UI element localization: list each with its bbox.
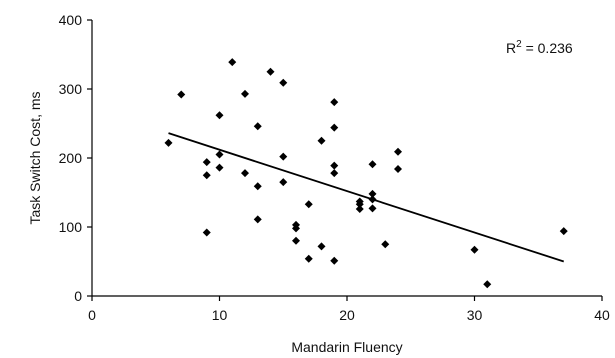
x-tick-label: 0 xyxy=(88,307,96,323)
data-point xyxy=(355,205,364,214)
r-squared-prefix: R xyxy=(506,40,516,56)
data-point xyxy=(368,204,377,213)
data-point xyxy=(279,152,288,161)
data-point xyxy=(304,254,313,263)
data-point xyxy=(279,78,288,87)
x-tick-label: 20 xyxy=(339,307,355,323)
data-point xyxy=(292,236,300,245)
data-point xyxy=(470,245,479,254)
data-point xyxy=(253,122,262,131)
data-point xyxy=(483,280,492,289)
y-tick-label: 300 xyxy=(59,81,83,97)
data-point xyxy=(381,240,390,249)
data-point xyxy=(355,200,364,209)
x-axis: 0 10 20 30 40 xyxy=(88,295,610,323)
data-point xyxy=(292,224,300,233)
data-point xyxy=(241,89,249,98)
y-tick-label: 400 xyxy=(59,12,83,28)
data-point xyxy=(559,227,568,236)
r-squared-value: = 0.236 xyxy=(522,40,573,56)
data-point xyxy=(202,158,211,167)
data-point xyxy=(177,90,186,99)
data-point xyxy=(330,256,339,265)
x-axis-title: Mandarin Fluency xyxy=(291,339,402,355)
data-point xyxy=(253,182,262,191)
data-point xyxy=(253,215,262,224)
y-axis: 0 100 200 300 400 xyxy=(59,12,93,304)
data-point xyxy=(228,58,237,67)
y-tick-label: 100 xyxy=(59,219,83,235)
data-point xyxy=(330,169,339,178)
data-point xyxy=(241,169,249,178)
r-squared-annotation: R2 = 0.236 xyxy=(506,39,573,56)
x-tick-label: 30 xyxy=(467,307,483,323)
x-tick-label: 40 xyxy=(594,307,610,323)
data-point xyxy=(394,147,402,156)
data-point xyxy=(317,136,326,145)
data-points xyxy=(164,58,568,289)
data-point xyxy=(266,67,275,76)
trend-line xyxy=(168,132,565,263)
data-point xyxy=(330,123,339,132)
data-point xyxy=(368,160,377,169)
data-point xyxy=(215,150,224,159)
data-point xyxy=(330,161,339,170)
data-point xyxy=(304,200,313,209)
x-tick-label: 10 xyxy=(212,307,228,323)
data-point xyxy=(164,138,173,147)
data-point xyxy=(215,163,224,172)
data-point xyxy=(202,171,211,180)
data-point xyxy=(368,195,377,204)
data-point xyxy=(279,178,288,187)
y-axis-title: Task Switch Cost, ms xyxy=(27,91,43,224)
r-squared-superscript: 2 xyxy=(516,39,522,50)
data-point xyxy=(330,98,339,107)
data-point xyxy=(215,111,224,120)
x-ticks: 0 10 20 30 40 xyxy=(88,296,610,323)
data-point xyxy=(394,165,402,174)
data-point xyxy=(368,189,377,198)
y-tick-label: 200 xyxy=(59,150,83,166)
y-tick-label: 0 xyxy=(74,288,82,304)
data-point xyxy=(317,242,326,251)
data-point xyxy=(202,228,211,237)
y-ticks: 0 100 200 300 400 xyxy=(59,12,92,304)
